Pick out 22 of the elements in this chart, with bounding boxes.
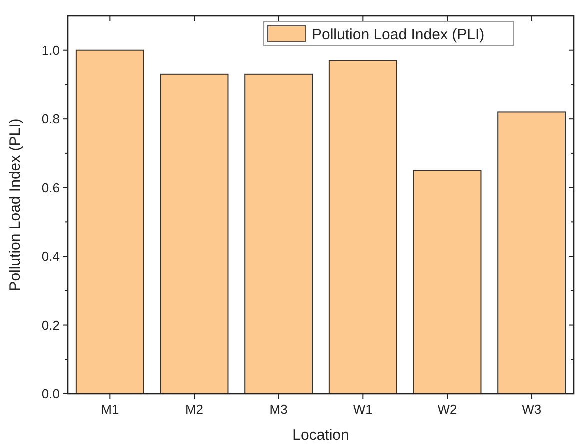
bar	[244, 74, 314, 394]
bar	[498, 112, 566, 394]
bar	[76, 50, 144, 394]
x-tick-label: W3	[522, 402, 542, 417]
bar	[160, 74, 229, 394]
x-tick-label: W1	[353, 402, 373, 417]
x-tick-label: W2	[438, 402, 458, 417]
x-tick-label: M2	[185, 402, 204, 417]
y-tick-label: 1.0	[42, 42, 60, 58]
x-tick-label: M1	[101, 402, 120, 417]
bar	[413, 170, 482, 394]
x-tick-label: M3	[270, 402, 288, 417]
series-label: Pollution Load Index (PLI)	[312, 26, 485, 44]
y-tick-label: 0.0	[42, 386, 60, 402]
y-tick-label: 0.2	[42, 318, 60, 333]
y-tick-label: 0.6	[42, 180, 60, 196]
y-axis-title: Pollution Load Index (PLI)	[7, 118, 24, 292]
y-tick-label: 0.8	[42, 112, 60, 127]
bar	[328, 60, 398, 394]
y-tick-label: 0.4	[42, 249, 60, 264]
x-axis-title: Location	[292, 427, 350, 444]
legend: Pollution Load Index (PLI)	[264, 22, 514, 46]
